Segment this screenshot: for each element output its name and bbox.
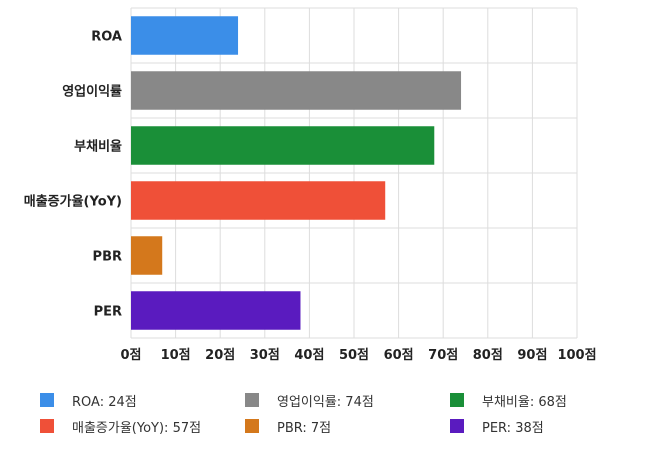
legend-label: 매출증가율(YoY): 57점 bbox=[72, 420, 202, 436]
x-tick-label: 90점 bbox=[517, 348, 547, 363]
grid-lines bbox=[130, 7, 578, 339]
x-tick-label: 30점 bbox=[250, 348, 280, 363]
category-label: PBR bbox=[93, 250, 122, 265]
legend-item: PBR: 7점 bbox=[245, 416, 450, 436]
category-label: 부채비율 bbox=[74, 139, 122, 155]
x-tick-label: 20점 bbox=[205, 348, 235, 363]
bar bbox=[131, 291, 301, 330]
legend-swatch bbox=[450, 419, 464, 433]
x-tick-labels: 0점 10점 20점 30점 40점 50점 60점 70점 80점 90점 100점 bbox=[120, 348, 596, 363]
category-label: 영업이익률 bbox=[62, 84, 122, 100]
bars bbox=[131, 16, 462, 330]
bar bbox=[131, 236, 163, 275]
legend-item: 매출증가율(YoY): 57점 bbox=[40, 416, 245, 436]
x-tick-label: 0점 bbox=[120, 348, 141, 363]
legend-item: 영업이익률: 74점 bbox=[245, 390, 450, 410]
legend-label: 부채비율: 68점 bbox=[482, 394, 567, 410]
legend-swatch bbox=[40, 393, 54, 407]
category-label: ROA bbox=[91, 30, 122, 45]
x-tick-label: 60점 bbox=[384, 348, 414, 363]
legend-item: ROA: 24점 bbox=[40, 390, 245, 410]
legend-item: 부채비율: 68점 bbox=[450, 390, 640, 410]
x-tick-label: 80점 bbox=[473, 348, 503, 363]
bar bbox=[131, 126, 435, 165]
legend-swatch bbox=[450, 393, 464, 407]
x-tick-label: 100점 bbox=[557, 348, 596, 363]
legend-swatch bbox=[245, 419, 259, 433]
x-tick-label: 70점 bbox=[428, 348, 458, 363]
category-label: 매출증가율(YoY) bbox=[24, 194, 122, 210]
legend-label: PER: 38점 bbox=[482, 420, 544, 436]
legend-swatch bbox=[245, 393, 259, 407]
bar bbox=[131, 16, 239, 55]
x-tick-label: 50점 bbox=[339, 348, 369, 363]
legend-item: PER: 38점 bbox=[450, 416, 640, 436]
legend-swatch bbox=[40, 419, 54, 433]
category-label: PER bbox=[94, 305, 122, 320]
legend-label: 영업이익률: 74점 bbox=[277, 394, 374, 410]
x-tick-label: 40점 bbox=[294, 348, 324, 363]
bar bbox=[131, 181, 386, 220]
legend-label: ROA: 24점 bbox=[72, 394, 137, 410]
legend-label: PBR: 7점 bbox=[277, 420, 332, 436]
x-tick-label: 10점 bbox=[161, 348, 191, 363]
bar bbox=[131, 71, 462, 110]
